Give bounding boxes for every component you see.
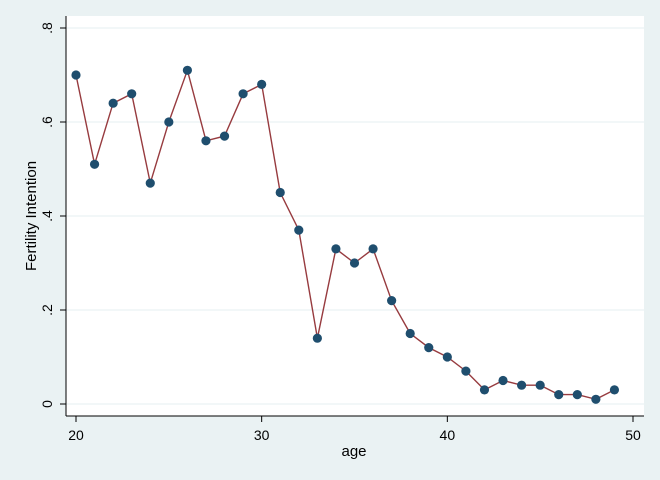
data-point	[294, 225, 304, 235]
data-point	[71, 70, 81, 80]
data-point	[89, 159, 100, 169]
data-point	[387, 296, 397, 306]
data-point	[182, 65, 192, 75]
gridlines	[66, 27, 644, 405]
series-group	[71, 65, 620, 404]
data-point	[238, 89, 248, 99]
data-point	[368, 244, 378, 254]
y-axis-title: Fertility Intention	[23, 161, 40, 271]
x-axis-title: age	[341, 443, 366, 460]
x-tick-label: 50	[625, 427, 641, 443]
data-point	[535, 380, 545, 390]
data-point	[461, 366, 471, 376]
data-point	[442, 352, 452, 362]
data-point	[609, 385, 620, 395]
x-axis-ticks: 20 30 40 50	[68, 416, 641, 443]
y-tick-label: .6	[39, 116, 55, 128]
data-point	[201, 136, 211, 146]
y-tick-label: .2	[39, 304, 55, 316]
y-axis-ticks: 0 .2 .4 .6 .8	[39, 22, 66, 408]
data-point	[517, 380, 527, 390]
x-tick-label: 40	[440, 427, 456, 443]
y-tick-label: .8	[39, 22, 55, 34]
data-point	[554, 390, 564, 400]
y-tick-label: .4	[39, 210, 55, 222]
x-tick-label: 20	[68, 427, 84, 443]
data-point	[572, 390, 582, 400]
data-point	[257, 79, 267, 89]
data-point	[331, 244, 341, 254]
data-point	[164, 117, 174, 127]
data-point	[479, 385, 490, 395]
x-tick-label: 30	[254, 427, 270, 443]
data-point	[312, 333, 322, 343]
y-tick-label: 0	[39, 400, 55, 408]
data-point	[349, 258, 360, 268]
data-point	[591, 394, 601, 404]
data-point	[275, 187, 285, 198]
data-point	[405, 328, 415, 339]
data-point	[108, 98, 118, 108]
data-point	[498, 375, 508, 386]
data-point	[127, 89, 137, 99]
data-point	[424, 343, 434, 353]
data-point	[145, 178, 155, 188]
data-point	[219, 131, 230, 141]
